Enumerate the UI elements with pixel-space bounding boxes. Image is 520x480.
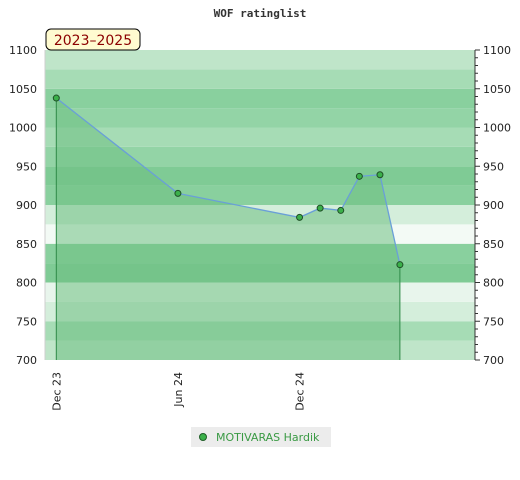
data-point <box>316 204 324 212</box>
data-point <box>376 171 384 179</box>
y-tick-label-right: 1100 <box>483 44 511 57</box>
y-tick-label-right: 750 <box>483 315 504 328</box>
y-tick-label-right: 950 <box>483 160 504 173</box>
date-range-label: 2023–2025 <box>54 33 132 49</box>
data-point <box>355 172 363 180</box>
y-tick-label-left: 700 <box>16 354 37 367</box>
grid-band <box>45 50 475 70</box>
grid-band <box>45 127 475 147</box>
y-tick-label-left: 1100 <box>9 44 37 57</box>
y-tick-label-right: 1050 <box>483 83 511 96</box>
y-tick-label-left: 750 <box>16 315 37 328</box>
y-tick-label-left: 1000 <box>9 122 37 135</box>
y-tick-label-left: 900 <box>16 199 37 212</box>
x-tick-label: Dec 23 <box>50 372 63 411</box>
data-point <box>296 213 304 221</box>
y-tick-label-right: 850 <box>483 238 504 251</box>
y-axis-right: 700 750 800 850 900 950 1000 1050 1100 <box>474 44 511 367</box>
y-tick-label-right: 700 <box>483 354 504 367</box>
chart-title: WOF ratinglist <box>214 7 307 20</box>
x-axis: Dec 23 Jun 24 Dec 24 <box>50 372 306 411</box>
y-tick-label-right: 800 <box>483 277 504 290</box>
date-range-badge: 2023–2025 <box>45 28 141 51</box>
y-tick-label-right: 900 <box>483 199 504 212</box>
grid-band <box>45 88 475 109</box>
data-point <box>337 206 345 214</box>
legend-label: MOTIVARAS Hardik <box>216 430 320 444</box>
y-tick-label-left: 800 <box>16 277 37 290</box>
y-tick-label-left: 950 <box>16 160 37 173</box>
data-point <box>174 189 182 197</box>
series-area <box>56 98 400 361</box>
y-tick-label-left: 850 <box>16 238 37 251</box>
legend-marker-icon <box>199 433 207 441</box>
legend: MOTIVARAS Hardik <box>191 427 331 447</box>
x-tick-label: Jun 24 <box>172 372 185 408</box>
data-points <box>52 94 404 269</box>
x-tick-label: Dec 24 <box>294 372 307 411</box>
y-axis-left: 700 750 800 850 900 950 1000 1050 1100 <box>9 44 46 367</box>
y-tick-label-right: 1000 <box>483 122 511 135</box>
data-point <box>52 94 60 102</box>
grid-band <box>45 108 475 128</box>
grid-band <box>45 146 475 167</box>
y-tick-label-left: 1050 <box>9 83 37 96</box>
grid-band <box>45 69 475 89</box>
data-point <box>396 261 404 269</box>
